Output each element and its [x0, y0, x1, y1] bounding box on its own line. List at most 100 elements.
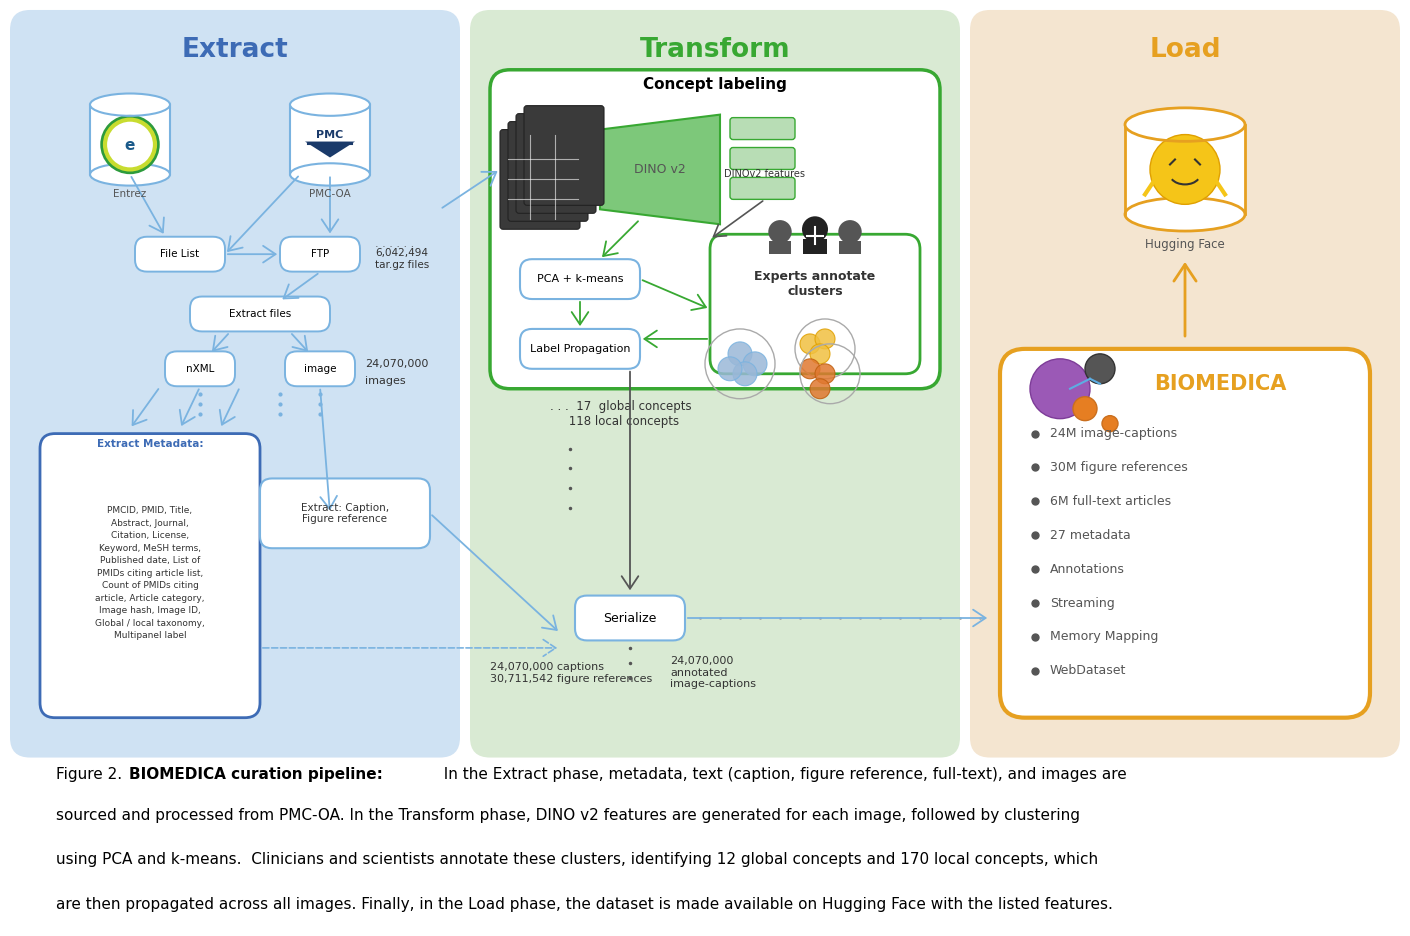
Text: DINOv2 features: DINOv2 features — [725, 169, 805, 180]
Text: . . .  17  global concepts
     118 local concepts: . . . 17 global concepts 118 local conce… — [550, 400, 692, 428]
Circle shape — [743, 352, 767, 375]
FancyBboxPatch shape — [575, 595, 685, 640]
Text: 24,070,000: 24,070,000 — [365, 358, 429, 369]
FancyBboxPatch shape — [525, 106, 603, 205]
Text: Extract files: Extract files — [228, 309, 290, 319]
Circle shape — [1103, 416, 1118, 431]
Circle shape — [1086, 354, 1115, 384]
Circle shape — [1073, 397, 1097, 420]
Circle shape — [815, 364, 835, 384]
Text: PMC: PMC — [316, 129, 344, 139]
Ellipse shape — [290, 163, 369, 185]
Text: 24M image-captions: 24M image-captions — [1050, 427, 1177, 440]
Polygon shape — [1125, 124, 1245, 214]
Text: Figure 2.: Figure 2. — [56, 767, 133, 782]
Text: 6,042,494
tar.gz files: 6,042,494 tar.gz files — [375, 248, 429, 270]
Text: FTP: FTP — [310, 249, 329, 259]
FancyBboxPatch shape — [520, 329, 640, 369]
Text: WebDataset: WebDataset — [1050, 665, 1127, 678]
Polygon shape — [290, 105, 369, 174]
Circle shape — [728, 342, 752, 366]
Text: Extract: Caption,
Figure reference: Extract: Caption, Figure reference — [300, 503, 389, 524]
Text: In the Extract phase, metadata, text (caption, figure reference, full-text), and: In the Extract phase, metadata, text (ca… — [434, 767, 1127, 782]
FancyBboxPatch shape — [711, 234, 919, 373]
Ellipse shape — [1125, 108, 1245, 141]
FancyBboxPatch shape — [730, 178, 795, 199]
Polygon shape — [770, 241, 791, 255]
Text: Load: Load — [1149, 37, 1221, 63]
Ellipse shape — [290, 94, 369, 116]
Ellipse shape — [90, 94, 171, 116]
FancyBboxPatch shape — [516, 113, 596, 213]
Text: BIOMEDICA: BIOMEDICA — [1153, 373, 1286, 394]
Text: Extract: Extract — [182, 37, 289, 63]
FancyBboxPatch shape — [285, 351, 355, 387]
Text: Experts annotate
clusters: Experts annotate clusters — [754, 271, 876, 298]
Circle shape — [718, 357, 742, 381]
FancyBboxPatch shape — [470, 10, 960, 757]
Circle shape — [102, 117, 158, 172]
Text: PCA + k-means: PCA + k-means — [537, 274, 623, 285]
Text: . . . . . .: . . . . . . — [375, 240, 415, 249]
Text: DINO v2: DINO v2 — [634, 163, 685, 176]
Text: nXML: nXML — [186, 364, 214, 373]
FancyBboxPatch shape — [10, 10, 460, 757]
Text: Annotations: Annotations — [1050, 563, 1125, 576]
Text: 6M full-text articles: 6M full-text articles — [1050, 495, 1172, 508]
Text: PMCID, PMID, Title,
Abstract, Journal,
Citation, License,
Keyword, MeSH terms,
P: PMCID, PMID, Title, Abstract, Journal, C… — [94, 506, 204, 640]
Circle shape — [802, 216, 828, 242]
Circle shape — [815, 329, 835, 349]
FancyBboxPatch shape — [730, 118, 795, 139]
Ellipse shape — [1125, 197, 1245, 231]
Circle shape — [799, 334, 821, 354]
Circle shape — [809, 344, 830, 364]
FancyBboxPatch shape — [259, 478, 430, 548]
Text: image: image — [303, 364, 336, 373]
Polygon shape — [839, 241, 860, 255]
FancyBboxPatch shape — [970, 10, 1400, 757]
Text: Hugging Face: Hugging Face — [1145, 238, 1225, 251]
Polygon shape — [305, 141, 355, 157]
Circle shape — [809, 379, 830, 399]
Text: Memory Mapping: Memory Mapping — [1050, 631, 1159, 643]
FancyBboxPatch shape — [281, 237, 360, 271]
FancyBboxPatch shape — [39, 433, 259, 718]
Text: are then propagated across all images. Finally, in the Load phase, the dataset i: are then propagated across all images. F… — [56, 897, 1114, 912]
Circle shape — [733, 362, 757, 386]
Text: Transform: Transform — [640, 37, 791, 63]
FancyBboxPatch shape — [135, 237, 226, 271]
Text: File List: File List — [161, 249, 200, 259]
FancyBboxPatch shape — [165, 351, 235, 387]
Polygon shape — [804, 240, 828, 255]
Text: PMC-OA: PMC-OA — [309, 189, 351, 199]
Circle shape — [799, 358, 821, 379]
FancyBboxPatch shape — [501, 129, 580, 229]
Polygon shape — [90, 105, 171, 174]
Text: using PCA and k-means.  Clinicians and scientists annotate these clusters, ident: using PCA and k-means. Clinicians and sc… — [56, 853, 1098, 868]
Polygon shape — [601, 114, 721, 225]
Circle shape — [1151, 135, 1220, 204]
Text: BIOMEDICA curation pipeline:: BIOMEDICA curation pipeline: — [130, 767, 384, 782]
Circle shape — [768, 220, 791, 243]
FancyBboxPatch shape — [730, 148, 795, 169]
FancyBboxPatch shape — [508, 122, 588, 221]
Text: 30M figure references: 30M figure references — [1050, 461, 1187, 474]
Circle shape — [1029, 358, 1090, 418]
FancyBboxPatch shape — [520, 259, 640, 299]
Ellipse shape — [90, 163, 171, 185]
Text: 24,070,000
annotated
image-captions: 24,070,000 annotated image-captions — [670, 656, 756, 690]
Text: Entrez: Entrez — [113, 189, 147, 199]
Text: Serialize: Serialize — [603, 611, 657, 624]
Text: sourced and processed from PMC-OA. In the Transform phase, DINO v2 features are : sourced and processed from PMC-OA. In th… — [56, 808, 1080, 823]
Text: 24,070,000 captions
30,711,542 figure references: 24,070,000 captions 30,711,542 figure re… — [491, 662, 653, 683]
FancyBboxPatch shape — [190, 297, 330, 331]
Text: images: images — [365, 375, 406, 386]
Text: Concept labeling: Concept labeling — [643, 78, 787, 93]
FancyBboxPatch shape — [1000, 349, 1371, 718]
Text: 27 metadata: 27 metadata — [1050, 529, 1131, 542]
Text: Label Propagation: Label Propagation — [530, 344, 630, 354]
Text: Streaming: Streaming — [1050, 596, 1115, 609]
Text: e: e — [125, 138, 135, 153]
FancyBboxPatch shape — [491, 70, 940, 388]
Circle shape — [839, 220, 862, 243]
